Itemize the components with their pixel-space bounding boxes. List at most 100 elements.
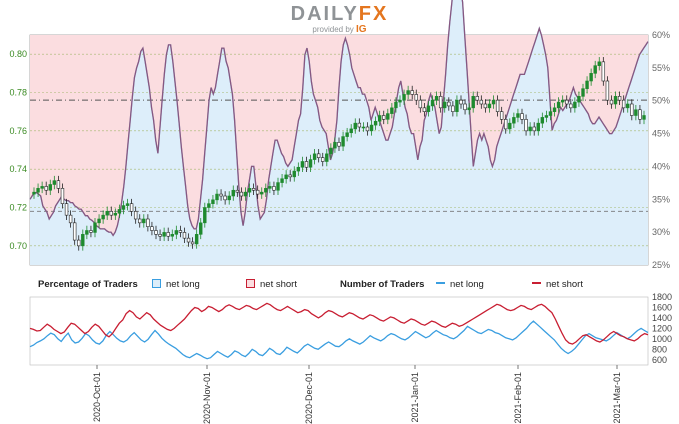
candle-body: [630, 103, 634, 116]
candle-body: [552, 107, 557, 112]
candle-body: [312, 153, 317, 160]
legend-pct-long: net long: [152, 279, 200, 290]
candle-body: [528, 126, 532, 132]
candle-body: [349, 128, 353, 134]
price-tick-label: 0.74: [9, 164, 27, 174]
x-tick-label: 2020-Nov-01: [202, 372, 212, 424]
candle-body: [617, 96, 622, 101]
pct-tick-label: 25%: [652, 260, 670, 270]
candle-body: [504, 119, 508, 130]
candle-body: [467, 107, 471, 111]
candle-body: [81, 234, 85, 247]
net-long-area: [30, 0, 648, 265]
net-long-count-line: [29, 320, 649, 360]
candle-body: [89, 230, 93, 233]
price-tick-label: 0.78: [9, 88, 27, 98]
legend-num-long: net long: [436, 279, 484, 290]
candle-body: [556, 101, 561, 109]
candle-body: [105, 211, 109, 216]
candle-body: [40, 186, 44, 189]
legend-line-long: [436, 282, 445, 284]
candle-body: [471, 96, 475, 109]
candle-body: [231, 189, 235, 197]
candle-body: [434, 96, 439, 101]
candle-body: [264, 188, 268, 193]
candle-body: [203, 207, 207, 224]
candle-body: [597, 61, 601, 66]
pct-tick-label: 55%: [652, 63, 670, 73]
candle-body: [93, 222, 97, 233]
candle-body: [402, 94, 406, 101]
candle-body: [64, 203, 69, 216]
candle-body: [296, 166, 301, 172]
candle-body: [52, 180, 57, 185]
candle-body: [341, 136, 345, 147]
candle-body: [430, 99, 435, 107]
candle-body: [451, 105, 455, 112]
candle-body: [154, 230, 158, 235]
candle-body: [72, 222, 77, 241]
candle-body: [565, 99, 569, 105]
net-short-area: [30, 0, 648, 236]
candle-body: [573, 101, 577, 109]
candle-body: [540, 117, 545, 124]
x-tick-label: 2021-Feb-01: [513, 372, 523, 424]
candle-body: [150, 226, 154, 231]
candle-body: [447, 101, 451, 107]
candle-body: [443, 101, 447, 109]
candle-body: [207, 203, 211, 208]
candle-body: [292, 170, 296, 178]
candle-body: [605, 80, 610, 101]
candle-body: [512, 117, 516, 124]
x-tick-label: 2021-Jan-01: [410, 372, 420, 423]
candle-body: [211, 199, 215, 204]
candle-body: [235, 189, 240, 193]
candle-body: [321, 157, 325, 162]
candle-body: [138, 218, 142, 224]
candle-body: [316, 153, 321, 158]
count-tick-label: 1800: [652, 292, 672, 302]
candle-body: [394, 101, 398, 109]
candle-body: [325, 153, 329, 162]
candle-body: [642, 115, 646, 120]
candle-body: [516, 113, 520, 118]
candle-body: [32, 191, 36, 195]
brand-logo: DAILYFX: [290, 3, 389, 25]
candle-body: [174, 230, 179, 235]
net-short-line: [29, 0, 649, 237]
candle-body: [422, 107, 427, 112]
candle-body: [455, 99, 459, 112]
count-tick-label: 600: [652, 355, 667, 365]
price-tick-label: 0.76: [9, 126, 27, 136]
candle-body: [247, 188, 252, 193]
candle-body: [418, 99, 423, 109]
brand-subtitle: provided by IG: [312, 24, 367, 35]
candle-body: [577, 96, 581, 103]
candle-body: [613, 96, 618, 105]
pct-tick-label: 60%: [652, 30, 670, 40]
x-tick-label: 2021-Mar-01: [612, 372, 622, 424]
candle-body: [520, 113, 524, 120]
legend-line-short: [532, 282, 541, 284]
count-tick-label: 1400: [652, 313, 672, 323]
candle-body: [268, 186, 272, 189]
candle-body: [398, 99, 402, 103]
candle-body: [333, 142, 337, 149]
candle-body: [48, 184, 52, 191]
candle-body: [129, 203, 134, 212]
candle-body: [438, 96, 443, 109]
candle-body: [288, 174, 292, 178]
candle-body: [182, 232, 187, 239]
candle-body: [487, 103, 492, 109]
candle-body: [475, 96, 479, 101]
candle-body: [345, 132, 349, 137]
price-tick-label: 0.80: [9, 49, 27, 59]
candle-body: [125, 203, 130, 206]
candle-body: [113, 212, 118, 216]
candle-body: [544, 115, 549, 118]
candle-body: [223, 195, 227, 201]
count-tick-label: 1000: [652, 334, 672, 344]
candle-body: [300, 161, 305, 168]
candle-body: [97, 218, 101, 224]
